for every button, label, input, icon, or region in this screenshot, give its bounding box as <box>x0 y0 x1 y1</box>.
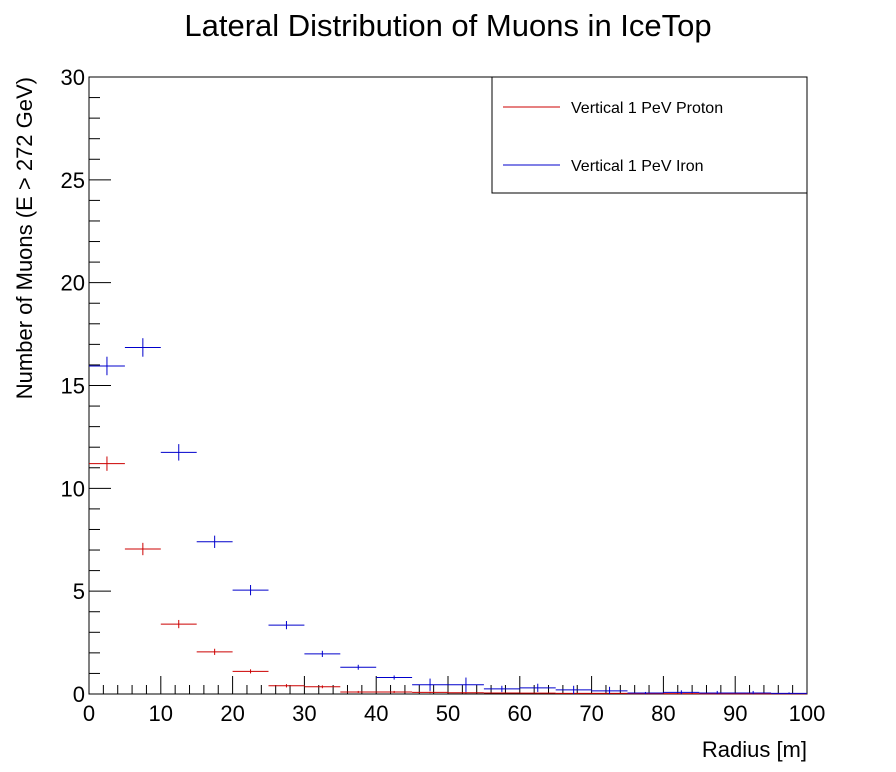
data-point <box>735 690 772 694</box>
data-point <box>376 675 413 680</box>
data-point <box>232 584 269 596</box>
data-point <box>555 685 592 694</box>
data-point <box>340 690 377 693</box>
y-tick-label: 5 <box>73 579 85 604</box>
series-layer <box>89 338 807 695</box>
x-tick-label: 10 <box>149 701 173 726</box>
y-tick-label: 30 <box>61 65 85 90</box>
x-axis-tick-labels: 0 10 20 30 40 50 60 70 80 90 100 <box>83 701 825 726</box>
data-point <box>483 685 520 692</box>
legend-label-proton: Vertical 1 PeV Proton <box>571 100 723 117</box>
y-tick-label: 0 <box>73 682 85 707</box>
data-point <box>124 338 161 357</box>
data-point <box>160 619 197 629</box>
x-tick-label: 100 <box>789 701 826 726</box>
data-point <box>89 356 125 376</box>
y-axis-tick-labels: 0 5 10 15 20 25 30 <box>61 65 85 707</box>
x-tick-label: 20 <box>220 701 244 726</box>
data-point <box>448 677 484 692</box>
chart-title: Lateral Distribution of Muons in IceTop <box>184 8 711 43</box>
data-point <box>412 691 448 694</box>
data-point <box>89 456 125 471</box>
data-point <box>771 692 807 694</box>
data-point <box>448 692 484 694</box>
data-point <box>376 690 413 693</box>
data-point <box>591 686 628 694</box>
legend-box <box>491 76 808 194</box>
data-point <box>196 648 233 655</box>
x-tick-label: 90 <box>723 701 747 726</box>
y-tick-label: 25 <box>61 168 85 193</box>
x-axis-label: Radius [m] <box>702 737 807 762</box>
y-tick-label: 15 <box>61 374 85 399</box>
data-point <box>196 535 233 548</box>
data-point <box>160 444 197 461</box>
legend: Vertical 1 PeV Proton Vertical 1 PeV Iro… <box>491 76 808 194</box>
data-point <box>268 620 305 630</box>
data-point <box>340 664 377 670</box>
y-tick-label: 20 <box>61 271 85 296</box>
data-point <box>519 683 556 692</box>
legend-label-iron: Vertical 1 PeV Iron <box>571 158 704 175</box>
y-tick-label: 10 <box>61 476 85 501</box>
data-point <box>232 669 269 674</box>
data-point <box>519 692 556 694</box>
series-iron <box>89 338 807 694</box>
data-point <box>304 685 341 689</box>
data-point <box>268 684 305 688</box>
x-tick-label: 80 <box>651 701 675 726</box>
data-point <box>304 650 341 657</box>
x-tick-label: 30 <box>292 701 316 726</box>
x-tick-label: 40 <box>364 701 388 726</box>
x-tick-label: 0 <box>83 701 95 726</box>
data-point <box>627 691 664 694</box>
data-point <box>663 690 700 694</box>
y-axis-label: Number of Muons (E > 272 GeV) <box>12 77 37 399</box>
data-point <box>699 690 736 694</box>
series-proton <box>89 456 807 695</box>
data-point <box>483 692 520 694</box>
x-tick-label: 50 <box>436 701 460 726</box>
data-point <box>412 678 448 691</box>
y-axis-ticks <box>89 76 111 695</box>
x-tick-label: 60 <box>508 701 532 726</box>
x-tick-label: 70 <box>579 701 603 726</box>
data-point <box>124 542 161 556</box>
